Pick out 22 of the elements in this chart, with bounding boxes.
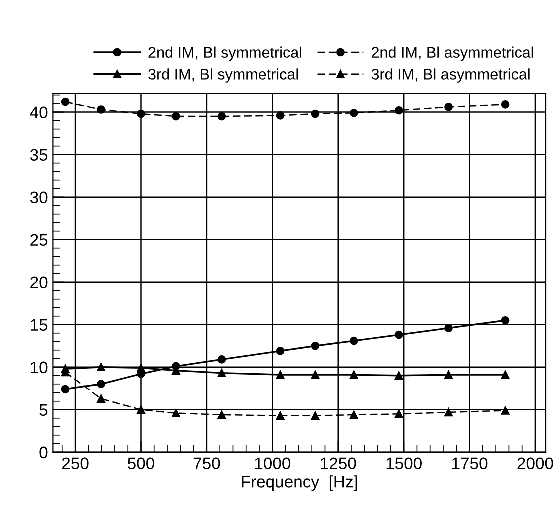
y-tick-label: 35 [30, 149, 48, 162]
x-axis-title: Frequency [Hz] [242, 476, 358, 492]
y-tick-label: 0 [40, 446, 48, 459]
legend-label: 2nd IM, Bl symmetrical [148, 46, 302, 62]
x-tick-label: 500 [128, 458, 154, 470]
x-tick-label: 1000 [255, 458, 291, 470]
y-tick-label: 15 [31, 319, 48, 332]
y-tick-label: 40 [30, 106, 48, 119]
y-tick-label: 10 [31, 362, 48, 374]
x-tick-label: 1250 [321, 458, 356, 470]
y-tick-label: 20 [30, 276, 48, 289]
legend-label: 3rd IM, Bl symmetrical [148, 68, 298, 83]
x-tick-label: 2000 [518, 458, 554, 470]
x-tick-label: 750 [194, 458, 220, 470]
legend-label: 2nd IM, Bl asymmetrical [372, 46, 534, 62]
y-tick-label: 30 [30, 192, 48, 204]
x-tick-label: 250 [62, 458, 89, 470]
y-tick-label: 5 [40, 404, 48, 416]
x-tick-label: 1750 [452, 458, 488, 470]
y-tick-label: 25 [30, 234, 48, 246]
legend-label: 3rd IM, Bl asymmetrical [372, 68, 530, 83]
x-tick-label: 1500 [386, 458, 422, 470]
